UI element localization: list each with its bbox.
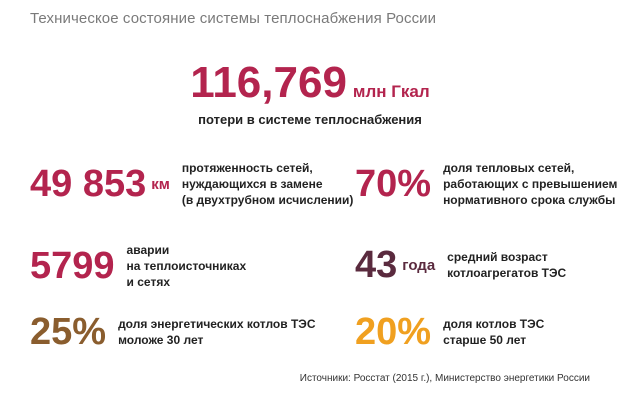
label-line: нормативного срока службы xyxy=(443,193,616,207)
stat-overdue: 70% доля тепловых сетей, работающих с пр… xyxy=(355,160,617,208)
hero-value: 116,769 xyxy=(190,58,347,107)
stat-old-label: доля котлов ТЭС старше 50 лет xyxy=(443,316,544,348)
hero-stat: 116,769 млн Гкал потери в системе теплосн… xyxy=(0,58,620,127)
label-line: и сетях xyxy=(126,275,170,289)
stat-old-boilers: 20% доля котлов ТЭС старше 50 лет xyxy=(355,313,544,351)
label-line: доля тепловых сетей, xyxy=(443,161,575,175)
stat-accidents-label: аварии на теплоисточниках и сетях xyxy=(127,242,247,290)
stat-young-value: 25% xyxy=(30,311,107,353)
label-line: старше 50 лет xyxy=(443,333,527,347)
stat-networks-value: 49 853 xyxy=(30,163,147,205)
stat-young-label: доля энергетических котлов ТЭС моложе 30… xyxy=(118,316,315,348)
stat-networks-unit: км xyxy=(151,175,170,193)
stat-accidents-value: 5799 xyxy=(30,245,115,287)
stat-overdue-label: доля тепловых сетей, работающих с превыш… xyxy=(443,160,617,208)
stat-age-value: 43 xyxy=(355,244,398,286)
label-line: моложе 30 лет xyxy=(118,333,204,347)
stat-age: 43 года средний возраст котлоагрегатов Т… xyxy=(355,246,566,284)
stat-young-boilers: 25% доля энергетических котлов ТЭС молож… xyxy=(30,313,316,351)
stat-age-label: средний возраст котлоагрегатов ТЭС xyxy=(447,249,566,281)
label-line: (в двухтрубном исчислении) xyxy=(181,193,354,207)
label-line: нуждающихся в замене xyxy=(181,177,323,191)
stat-networks: 49 853 км протяженность сетей, нуждающих… xyxy=(30,160,353,208)
label-line: доля котлов ТЭС xyxy=(443,317,545,331)
label-line: на теплоисточниках xyxy=(126,259,247,273)
label-line: доля энергетических котлов ТЭС xyxy=(118,317,316,331)
label-line: средний возраст xyxy=(447,250,548,264)
stat-old-value: 20% xyxy=(355,311,432,353)
label-line: работающих с превышением xyxy=(443,177,618,191)
label-line: аварии xyxy=(126,243,170,257)
stat-networks-label: протяженность сетей, нуждающихся в замен… xyxy=(182,160,354,208)
label-line: котлоагрегатов ТЭС xyxy=(447,266,567,280)
label-line: протяженность сетей, xyxy=(181,161,313,175)
source-note: Источники: Росстат (2015 г.), Министерст… xyxy=(299,373,590,384)
stat-accidents: 5799 аварии на теплоисточниках и сетях xyxy=(30,242,246,290)
hero-description: потери в системе теплоснабжения xyxy=(198,112,422,127)
hero-unit: млн Гкал xyxy=(352,82,430,101)
stat-age-unit: года xyxy=(402,256,436,274)
stat-overdue-value: 70% xyxy=(355,163,432,205)
infographic-title: Техническое состояние системы теплоснабж… xyxy=(30,10,437,27)
